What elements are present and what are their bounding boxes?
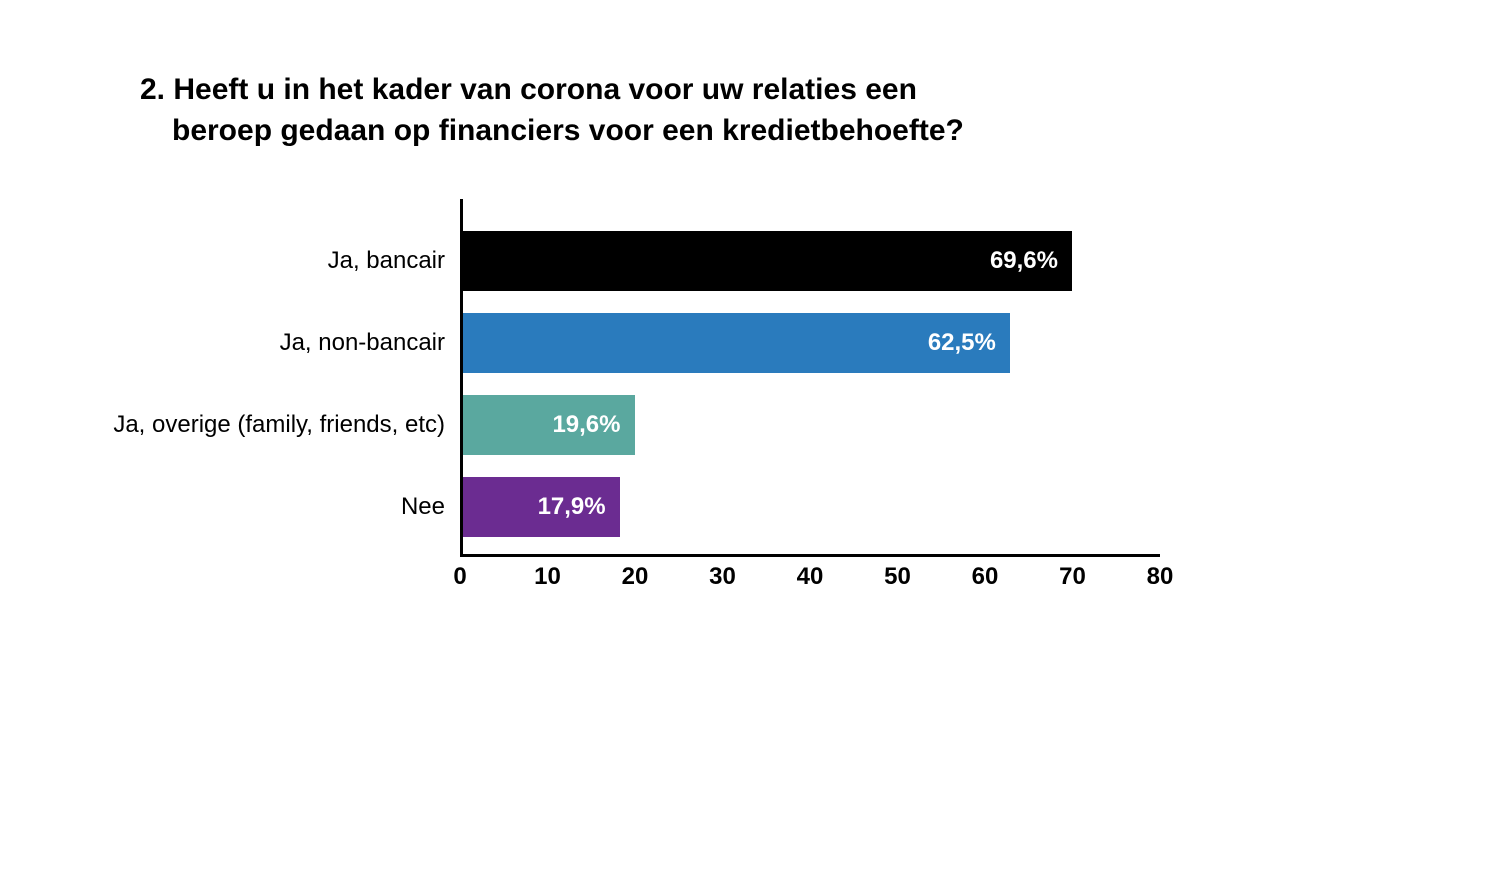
chart-container: 2. Heeft u in het kader van corona voor … <box>140 70 1360 597</box>
y-axis-label: Ja, bancair <box>328 231 445 291</box>
bar: 19,6% <box>463 395 635 455</box>
bar: 17,9% <box>463 477 620 537</box>
x-tick-label: 70 <box>1059 563 1086 591</box>
bar-value-label: 19,6% <box>552 411 620 439</box>
bar-row: Nee17,9% <box>463 477 620 537</box>
bar-value-label: 62,5% <box>928 329 996 357</box>
y-axis-label: Ja, overige (family, friends, etc) <box>113 395 445 455</box>
x-tick-label: 40 <box>797 563 824 591</box>
chart-title-line2: beroep gedaan op financiers voor een kre… <box>140 111 1360 152</box>
chart-title-line1: 2. Heeft u in het kader van corona voor … <box>140 73 917 106</box>
x-tick-label: 0 <box>453 563 466 591</box>
x-axis: 01020304050607080 <box>460 557 1160 597</box>
bar-row: Ja, overige (family, friends, etc)19,6% <box>463 395 635 455</box>
x-tick-label: 30 <box>709 563 736 591</box>
bars-region: Ja, bancair69,6% Ja, non-bancair62,5% Ja, … <box>460 199 1160 557</box>
chart-title: 2. Heeft u in het kader van corona voor … <box>140 70 1360 151</box>
bar-value-label: 69,6% <box>990 247 1058 275</box>
bar-value-label: 17,9% <box>538 493 606 521</box>
x-tick-label: 20 <box>622 563 649 591</box>
bar-row: Ja, non-bancair62,5% <box>463 313 1010 373</box>
y-axis-label: Ja, non-bancair <box>280 313 445 373</box>
plot-area: Ja, bancair69,6% Ja, non-bancair62,5% Ja, … <box>460 199 1160 597</box>
x-tick-label: 80 <box>1147 563 1174 591</box>
y-axis-label: Nee <box>401 477 445 537</box>
bar-row: Ja, bancair69,6% <box>463 231 1072 291</box>
x-tick-label: 10 <box>534 563 561 591</box>
x-tick-label: 60 <box>972 563 999 591</box>
bar: 69,6% <box>463 231 1072 291</box>
x-tick-label: 50 <box>884 563 911 591</box>
bar: 62,5% <box>463 313 1010 373</box>
